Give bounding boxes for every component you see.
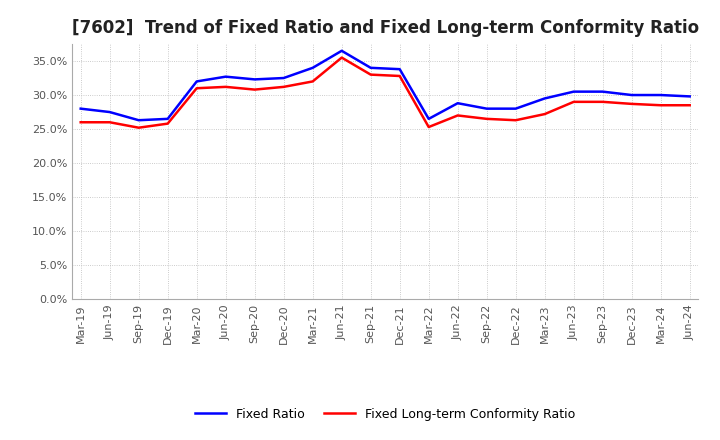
Fixed Long-term Conformity Ratio <box>482 116 491 121</box>
Fixed Ratio <box>308 65 317 70</box>
Fixed Long-term Conformity Ratio <box>570 99 578 104</box>
Fixed Ratio <box>627 92 636 98</box>
Fixed Long-term Conformity Ratio <box>192 86 201 91</box>
Fixed Long-term Conformity Ratio <box>251 87 259 92</box>
Fixed Ratio <box>338 48 346 53</box>
Fixed Long-term Conformity Ratio <box>338 55 346 60</box>
Fixed Long-term Conformity Ratio <box>366 72 375 77</box>
Fixed Ratio <box>424 116 433 121</box>
Fixed Ratio <box>541 96 549 101</box>
Fixed Long-term Conformity Ratio <box>395 73 404 79</box>
Fixed Long-term Conformity Ratio <box>308 79 317 84</box>
Line: Fixed Long-term Conformity Ratio: Fixed Long-term Conformity Ratio <box>81 58 690 128</box>
Fixed Long-term Conformity Ratio <box>657 103 665 108</box>
Fixed Long-term Conformity Ratio <box>627 101 636 106</box>
Fixed Ratio <box>395 66 404 72</box>
Fixed Long-term Conformity Ratio <box>685 103 694 108</box>
Fixed Long-term Conformity Ratio <box>541 111 549 117</box>
Fixed Long-term Conformity Ratio <box>511 117 520 123</box>
Fixed Long-term Conformity Ratio <box>105 120 114 125</box>
Fixed Ratio <box>135 117 143 123</box>
Fixed Ratio <box>685 94 694 99</box>
Fixed Ratio <box>657 92 665 98</box>
Fixed Ratio <box>221 74 230 79</box>
Fixed Ratio <box>598 89 607 94</box>
Line: Fixed Ratio: Fixed Ratio <box>81 51 690 120</box>
Fixed Long-term Conformity Ratio <box>135 125 143 130</box>
Fixed Ratio <box>76 106 85 111</box>
Fixed Long-term Conformity Ratio <box>454 113 462 118</box>
Fixed Long-term Conformity Ratio <box>598 99 607 104</box>
Fixed Ratio <box>163 116 172 121</box>
Fixed Ratio <box>482 106 491 111</box>
Fixed Long-term Conformity Ratio <box>76 120 85 125</box>
Fixed Long-term Conformity Ratio <box>163 121 172 126</box>
Legend: Fixed Ratio, Fixed Long-term Conformity Ratio: Fixed Ratio, Fixed Long-term Conformity … <box>190 403 580 425</box>
Fixed Long-term Conformity Ratio <box>221 84 230 89</box>
Fixed Long-term Conformity Ratio <box>424 125 433 130</box>
Fixed Ratio <box>511 106 520 111</box>
Title: [7602]  Trend of Fixed Ratio and Fixed Long-term Conformity Ratio: [7602] Trend of Fixed Ratio and Fixed Lo… <box>71 19 699 37</box>
Fixed Ratio <box>279 75 288 81</box>
Fixed Ratio <box>366 65 375 70</box>
Fixed Ratio <box>251 77 259 82</box>
Fixed Ratio <box>570 89 578 94</box>
Fixed Ratio <box>105 110 114 115</box>
Fixed Ratio <box>192 79 201 84</box>
Fixed Ratio <box>454 101 462 106</box>
Fixed Long-term Conformity Ratio <box>279 84 288 89</box>
